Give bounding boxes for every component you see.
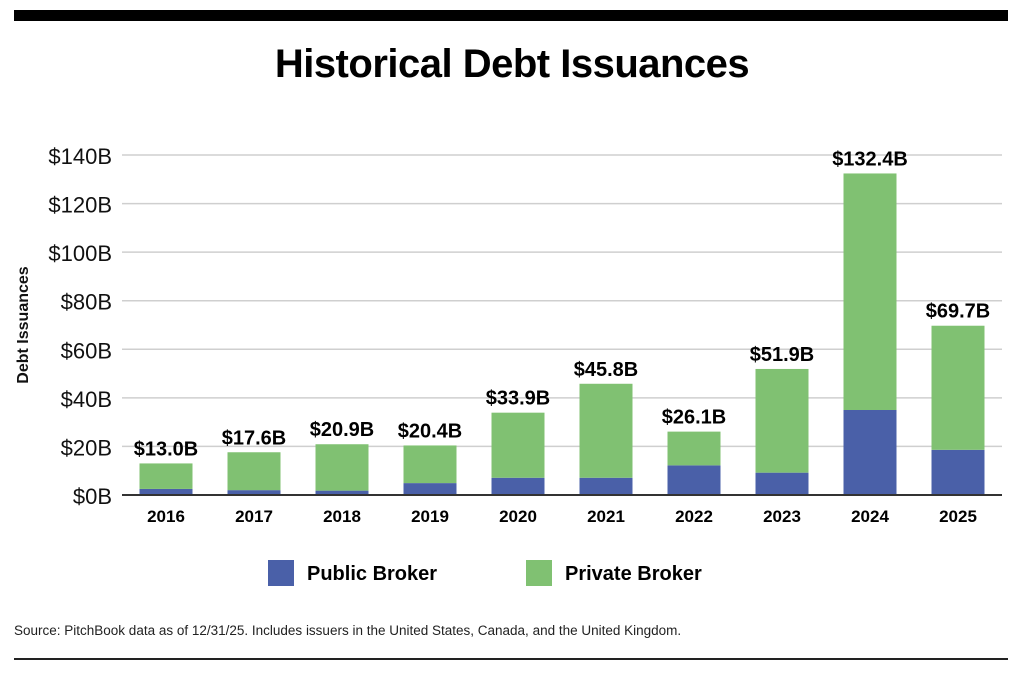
bar-public-2024	[843, 410, 897, 495]
x-tick-label: 2020	[499, 507, 537, 526]
bar-private-2016	[139, 463, 193, 489]
total-label: $45.8B	[574, 359, 639, 381]
x-tick-label: 2017	[235, 507, 273, 526]
bar-public-2022	[667, 465, 721, 495]
y-tick-label: $40B	[61, 387, 112, 412]
bar-private-2017	[227, 452, 281, 491]
total-label: $51.9B	[750, 344, 815, 366]
bar-private-2022	[667, 431, 721, 466]
x-tick-label: 2019	[411, 507, 449, 526]
bar-public-2017	[227, 490, 281, 495]
y-tick-label: $60B	[61, 338, 112, 363]
x-tick-label: 2021	[587, 507, 625, 526]
bar-public-2020	[491, 477, 545, 495]
bar-private-2021	[579, 383, 633, 478]
bar-public-2021	[579, 477, 633, 495]
y-axis-label: Debt Issuances	[15, 266, 32, 383]
x-tick-label: 2018	[323, 507, 361, 526]
bar-public-2016	[139, 488, 193, 495]
x-tick-label: 2023	[763, 507, 801, 526]
total-label: $26.1B	[662, 407, 727, 429]
total-label: $132.4B	[832, 148, 908, 170]
bar-private-2018	[315, 444, 369, 491]
x-tick-label: 2025	[939, 507, 977, 526]
legend-label: Private Broker	[565, 563, 702, 585]
bar-private-2020	[491, 412, 545, 478]
bar-public-2018	[315, 490, 369, 495]
total-label: $69.7B	[926, 301, 991, 323]
bar-private-2019	[403, 445, 457, 484]
x-tick-label: 2016	[147, 507, 185, 526]
legend-swatch-private	[526, 560, 552, 586]
x-tick-label: 2024	[851, 507, 889, 526]
total-label: $33.9B	[486, 388, 551, 410]
top-rule	[14, 10, 1008, 21]
bar-public-2023	[755, 472, 809, 495]
y-tick-label: $0B	[73, 484, 112, 509]
chart-title: Historical Debt Issuances	[274, 42, 750, 86]
source-note: Source: PitchBook data as of 12/31/25. I…	[14, 623, 682, 638]
y-tick-label: $120B	[48, 193, 112, 218]
bar-public-2019	[403, 483, 457, 495]
x-tick-label: 2022	[675, 507, 713, 526]
y-tick-label: $100B	[48, 241, 112, 266]
y-tick-label: $80B	[61, 290, 112, 315]
bar-public-2025	[931, 449, 985, 495]
bottom-rule	[14, 658, 1008, 660]
total-label: $17.6B	[222, 427, 287, 449]
total-label: $13.0B	[134, 438, 199, 460]
legend-swatch-public	[268, 560, 294, 586]
total-label: $20.9B	[310, 419, 375, 441]
total-label: $20.4B	[398, 420, 463, 442]
bar-private-2024	[843, 173, 897, 410]
y-tick-label: $20B	[61, 435, 112, 460]
y-tick-label: $140B	[48, 144, 112, 169]
bar-private-2025	[931, 325, 985, 450]
legend-label: Public Broker	[307, 563, 437, 585]
bar-private-2023	[755, 368, 809, 473]
